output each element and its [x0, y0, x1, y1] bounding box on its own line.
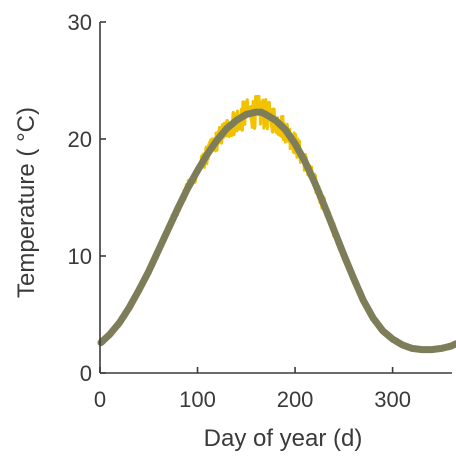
x-tick-label: 0: [94, 387, 106, 412]
y-tick-label: 20: [68, 127, 92, 152]
y-axis-label: Temperature ( °C): [13, 107, 40, 298]
y-tick-label: 10: [68, 244, 92, 269]
series-1-line: [97, 108, 456, 354]
series-layer: [97, 94, 456, 354]
x-tick-label: 300: [374, 387, 411, 412]
x-tick-label: 100: [179, 387, 216, 412]
x-tick-label: 200: [277, 387, 314, 412]
axis-layer: [99, 22, 452, 374]
y-tick-label: 0: [80, 361, 92, 386]
x-axis-label: Day of year (d): [204, 425, 363, 452]
series-0-line: [99, 94, 456, 353]
y-tick-label: 30: [68, 10, 92, 35]
